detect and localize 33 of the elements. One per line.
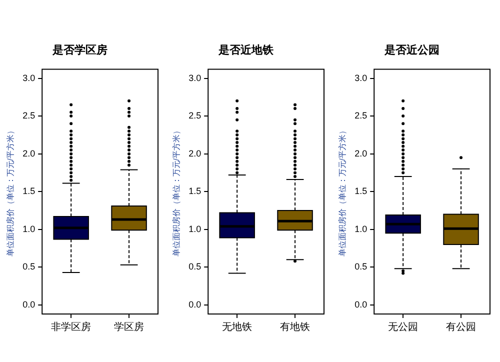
y-tick-label: 2.0 bbox=[22, 148, 36, 158]
y-tick-label: 1.0 bbox=[22, 224, 36, 234]
y-tick-label: 0.5 bbox=[354, 262, 368, 272]
y-tick-label: 2.5 bbox=[22, 110, 36, 121]
y-tick-label: 0.5 bbox=[22, 262, 36, 272]
y-tick-label: 1.5 bbox=[188, 186, 202, 196]
x-tick-label: 无地铁 bbox=[222, 320, 252, 333]
y-tick-label: 3.0 bbox=[354, 72, 368, 83]
x-tick-label: 有地铁 bbox=[280, 320, 310, 333]
chart-title: 是否近地铁 bbox=[218, 43, 274, 56]
y-tick-label: 3.0 bbox=[188, 72, 202, 83]
y-tick-label: 0.0 bbox=[22, 299, 36, 310]
y-axis-title: 单位面积房价（单位：万元/平方米） bbox=[172, 126, 182, 257]
x-tick-label: 非学区房 bbox=[51, 320, 92, 333]
y-tick-label: 2.5 bbox=[188, 110, 202, 121]
x-tick-label: 学区房 bbox=[114, 320, 144, 333]
y-tick-label: 3.0 bbox=[22, 72, 36, 83]
y-tick-label: 1.0 bbox=[354, 224, 368, 234]
y-tick-label: 1.5 bbox=[354, 186, 368, 196]
y-axis-title: 单位面积房价（单位：万元/平方米） bbox=[338, 126, 348, 257]
chart-title: 是否学区房 bbox=[52, 43, 108, 56]
chart-title: 是否近公园 bbox=[384, 43, 440, 56]
y-tick-label: 2.0 bbox=[188, 148, 202, 158]
x-tick-label: 无公园 bbox=[388, 320, 418, 333]
y-tick-label: 0.5 bbox=[188, 262, 202, 272]
y-tick-label: 2.0 bbox=[354, 148, 368, 158]
y-tick-label: 1.5 bbox=[22, 186, 36, 196]
y-axis-title: 单位面积房价（单位：万元/平方米） bbox=[6, 126, 16, 257]
y-tick-label: 0.0 bbox=[354, 299, 368, 310]
y-tick-label: 2.5 bbox=[354, 110, 368, 121]
y-tick-label: 1.0 bbox=[188, 224, 202, 234]
y-tick-label: 0.0 bbox=[188, 299, 202, 310]
x-tick-label: 有公园 bbox=[446, 320, 476, 333]
